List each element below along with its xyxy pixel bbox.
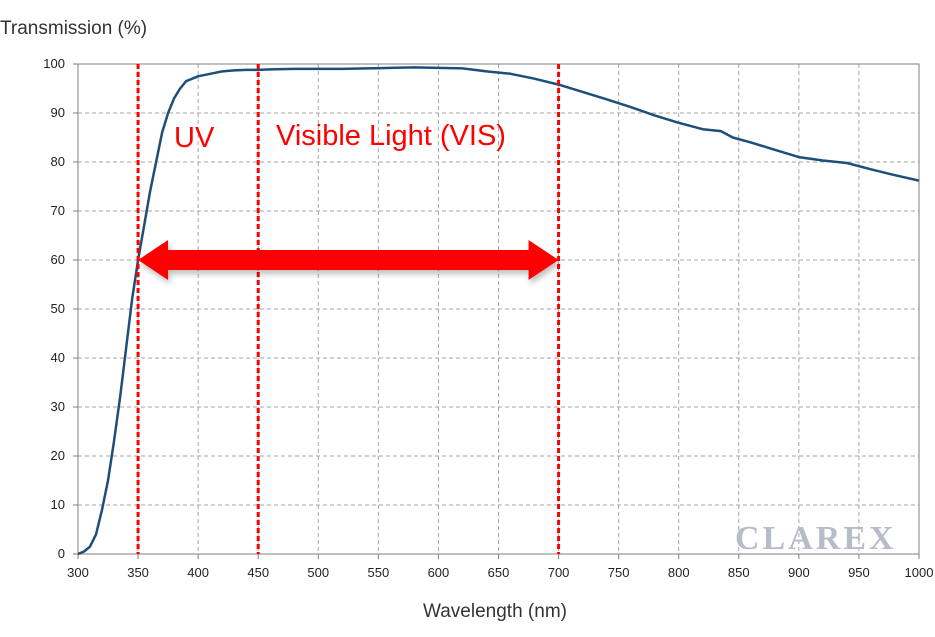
x-tick-label: 950: [848, 565, 870, 580]
visible-range-arrow: [138, 240, 559, 280]
y-tick-label: 80: [51, 154, 65, 169]
x-tick-label: 350: [127, 565, 149, 580]
x-axis-title: Wavelength (nm): [423, 601, 567, 622]
x-tick-labels: 300 350 400 450 500 550 600 650 700 750 800 850 900 9…: [67, 554, 933, 580]
y-tick-label: 0: [58, 546, 65, 561]
y-tick-label: 10: [51, 497, 65, 512]
x-tick-label: 400: [187, 565, 209, 580]
y-tick-label: 30: [51, 399, 65, 414]
y-axis-title: Transmission (%): [0, 18, 147, 39]
y-tick-label: 100: [43, 56, 65, 71]
x-tick-label: 750: [608, 565, 630, 580]
x-tick-label: 450: [247, 565, 269, 580]
x-tick-label: 650: [488, 565, 510, 580]
y-tick-label: 20: [51, 448, 65, 463]
x-tick-label: 700: [548, 565, 570, 580]
y-tick-label: 60: [51, 252, 65, 267]
clarex-logo: CLAREX: [735, 520, 897, 557]
x-tick-label: 850: [728, 565, 750, 580]
x-tick-label: 900: [788, 565, 810, 580]
uv-label: UV: [174, 122, 215, 154]
x-tick-label: 800: [668, 565, 690, 580]
visible-light-label: Visible Light (VIS): [276, 120, 506, 152]
y-tick-labels: 0 10 20 30 40 50 60 70 80 90 100: [43, 56, 78, 561]
x-tick-label: 550: [368, 565, 390, 580]
wavelength-markers: [136, 64, 561, 554]
transmission-curve: [77, 66, 920, 556]
y-tick-label: 90: [51, 105, 65, 120]
y-tick-label: 70: [51, 203, 65, 218]
x-tick-label: 1000: [905, 565, 934, 580]
x-tick-label: 500: [307, 565, 329, 580]
y-tick-label: 50: [51, 301, 65, 316]
x-tick-label: 600: [428, 565, 450, 580]
x-tick-label: 300: [67, 565, 89, 580]
y-tick-label: 40: [51, 350, 65, 365]
